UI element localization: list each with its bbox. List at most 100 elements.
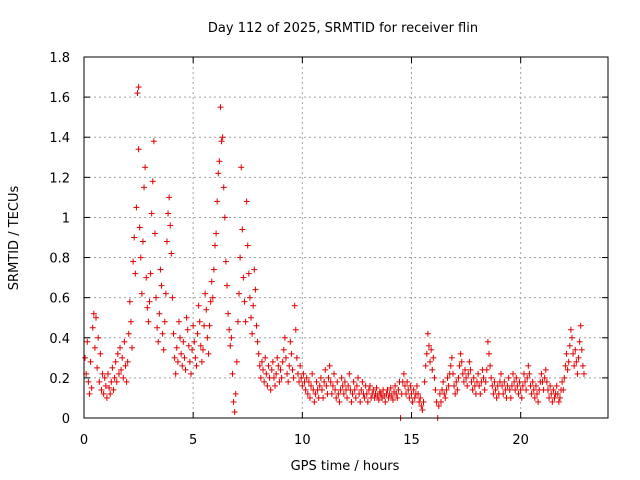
data-point <box>277 366 284 373</box>
data-point <box>248 314 255 321</box>
data-point <box>427 358 434 365</box>
data-point <box>213 230 220 237</box>
data-point <box>326 362 333 369</box>
grid <box>84 57 608 418</box>
data-point <box>555 398 562 405</box>
data-point <box>547 382 554 389</box>
data-point <box>459 370 466 377</box>
data-point <box>113 378 120 385</box>
data-point <box>254 338 261 345</box>
data-point <box>406 394 413 401</box>
data-point <box>253 322 260 329</box>
data-point <box>561 374 568 381</box>
data-point <box>225 310 232 317</box>
data-point <box>105 370 112 377</box>
data-point <box>82 354 89 361</box>
data-point <box>490 390 497 397</box>
data-point <box>442 394 449 401</box>
data-point <box>99 370 106 377</box>
y-tick-label: 1 <box>62 211 70 226</box>
data-point <box>508 382 515 389</box>
data-point <box>392 382 399 389</box>
data-point <box>328 390 335 397</box>
data-point <box>185 342 192 349</box>
data-point <box>179 362 186 369</box>
data-point <box>384 386 391 393</box>
data-point <box>183 314 190 321</box>
data-point <box>318 386 325 393</box>
data-point <box>568 334 575 341</box>
data-point <box>507 394 514 401</box>
data-point <box>374 392 381 399</box>
data-point <box>377 390 384 397</box>
data-point <box>88 384 95 391</box>
data-point <box>218 138 225 145</box>
data-point <box>173 344 180 351</box>
data-point <box>424 330 431 337</box>
data-point <box>308 382 315 389</box>
data-point <box>175 318 182 325</box>
data-point <box>221 214 228 221</box>
data-point <box>336 398 343 405</box>
data-point <box>480 374 487 381</box>
data-point <box>255 350 262 357</box>
data-point <box>287 338 294 345</box>
data-point <box>517 386 524 393</box>
data-point <box>106 384 113 391</box>
data-point <box>279 358 286 365</box>
data-point <box>311 398 318 405</box>
data-point <box>405 386 412 393</box>
data-point <box>222 258 229 265</box>
data-point <box>194 330 201 337</box>
y-tick-labels: 0 0.2 0.4 0.6 0.8 1 1.2 1.4 1.6 1.8 <box>49 51 70 427</box>
data-point <box>231 408 238 415</box>
data-point <box>161 318 168 325</box>
data-point <box>135 146 142 153</box>
data-point <box>150 138 157 145</box>
data-point <box>367 382 374 389</box>
data-point <box>190 322 197 329</box>
data-point <box>338 374 345 381</box>
data-point <box>114 350 121 357</box>
x-tick-label: 0 <box>80 433 88 448</box>
data-point <box>249 330 256 337</box>
data-point <box>498 370 505 377</box>
data-point <box>466 358 473 365</box>
data-point <box>483 366 490 373</box>
data-point <box>258 358 265 365</box>
data-point <box>147 270 154 277</box>
data-point <box>202 290 209 297</box>
data-point <box>103 394 110 401</box>
data-point <box>281 334 288 341</box>
data-point <box>373 384 380 391</box>
x-tick-label: 10 <box>294 433 311 448</box>
data-point <box>321 378 328 385</box>
data-point <box>524 374 531 381</box>
data-point <box>404 378 411 385</box>
data-point <box>313 378 320 385</box>
data-point <box>101 374 108 381</box>
data-point <box>232 390 239 397</box>
data-point <box>285 378 292 385</box>
data-point <box>580 370 587 377</box>
data-point <box>554 390 561 397</box>
data-point <box>534 390 541 397</box>
plot-frame <box>83 56 609 419</box>
data-point <box>226 326 233 333</box>
data-point <box>516 378 523 385</box>
data-point <box>208 278 215 285</box>
data-point <box>166 194 173 201</box>
data-point <box>148 210 155 217</box>
data-point <box>375 396 382 403</box>
data-point <box>95 334 102 341</box>
data-point <box>91 344 98 351</box>
data-point <box>256 362 263 369</box>
data-point <box>348 398 355 405</box>
data-point <box>288 350 295 357</box>
data-point <box>358 386 365 393</box>
data-point <box>422 362 429 369</box>
data-point <box>163 238 170 245</box>
data-point <box>209 294 216 301</box>
data-point <box>233 358 240 365</box>
data-point <box>559 378 566 385</box>
